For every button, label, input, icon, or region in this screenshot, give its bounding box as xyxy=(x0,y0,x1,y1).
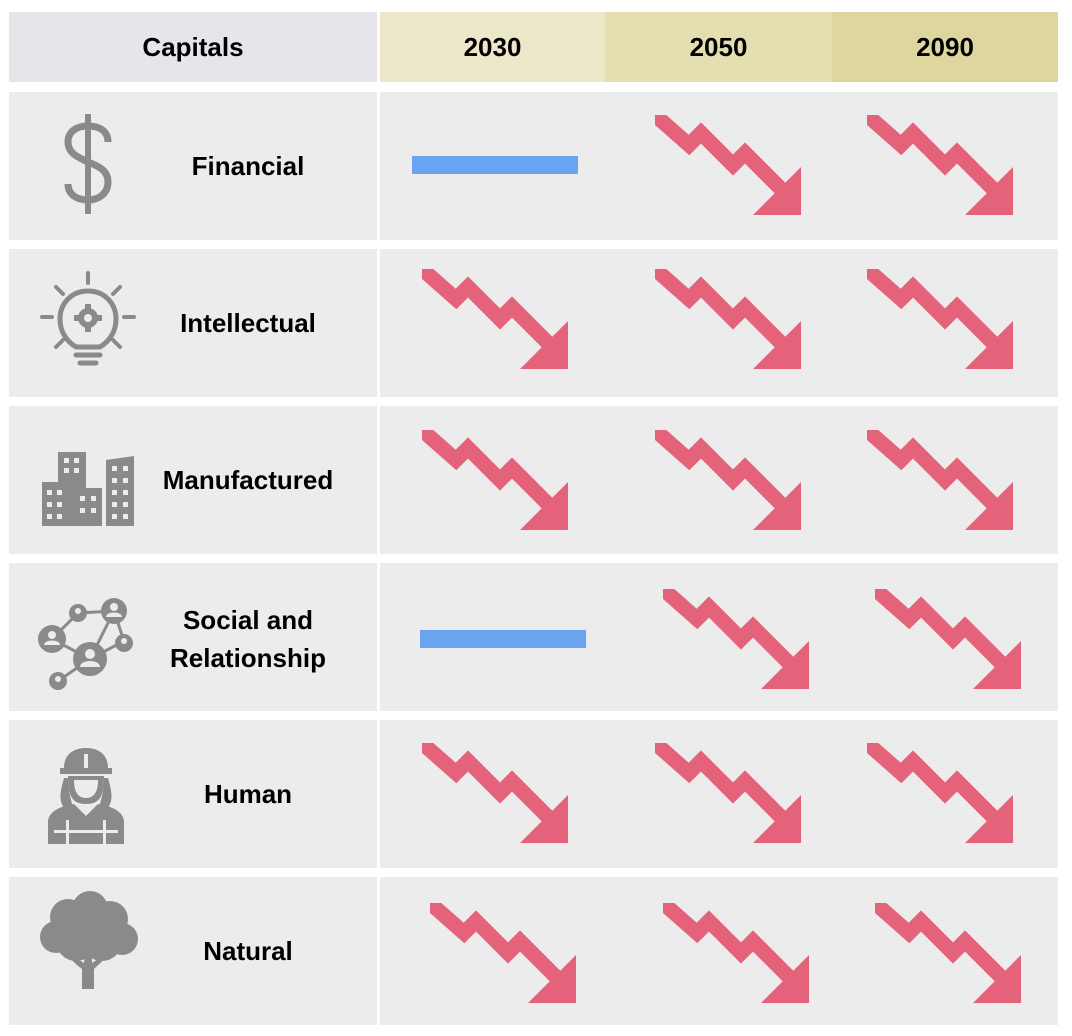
capital-cell xyxy=(9,249,377,397)
capital-label: Human xyxy=(203,779,293,809)
header-year-2030: 2030 xyxy=(380,12,605,82)
table-row-human: Human xyxy=(0,720,1072,868)
decline-arrow-2050 xyxy=(655,269,805,373)
network-people-icon xyxy=(38,598,133,690)
header-row: Capitals 2030 2050 2090 xyxy=(0,0,1072,84)
decline-arrow-2030 xyxy=(422,269,572,373)
decline-arrow-2050 xyxy=(663,589,813,693)
lightbulb-gear-icon xyxy=(40,271,136,366)
decline-arrow-2090 xyxy=(867,430,1017,534)
capital-cell xyxy=(9,92,377,240)
tree-icon xyxy=(40,891,138,989)
decline-arrow-2030 xyxy=(422,743,572,847)
capital-label: Financial xyxy=(191,151,305,181)
table-row-intellectual: Intellectual xyxy=(0,249,1072,397)
header-year-2050: 2050 xyxy=(605,12,832,82)
capital-cell xyxy=(9,563,377,711)
header-year-2090: 2090 xyxy=(832,12,1058,82)
header-year-label: 2050 xyxy=(689,31,748,62)
table-row-manufactured: Manufactured xyxy=(0,406,1072,554)
decline-arrow-2050 xyxy=(655,743,805,847)
dollar-icon xyxy=(64,114,112,214)
decline-arrow-2050 xyxy=(655,115,805,219)
capital-label: Social and Relationship xyxy=(169,605,326,673)
decline-arrow-2090 xyxy=(867,115,1017,219)
buildings-icon xyxy=(42,452,134,526)
decline-arrow-2090 xyxy=(875,903,1025,1007)
capital-label: Intellectual xyxy=(180,308,316,338)
table-row-financial: Financial xyxy=(0,92,1072,240)
header-year-label: 2030 xyxy=(463,31,522,62)
decline-arrow-2030 xyxy=(422,430,572,534)
stable-line-2030 xyxy=(412,156,578,174)
decline-arrow-2090 xyxy=(875,589,1025,693)
capital-label: Manufactured xyxy=(162,465,334,495)
decline-arrow-2050 xyxy=(655,430,805,534)
capital-label: Natural xyxy=(203,936,293,966)
header-capitals-label: Capitals xyxy=(142,31,244,62)
header-capitals: Capitals xyxy=(9,12,377,82)
decline-arrow-2090 xyxy=(867,269,1017,373)
decline-arrow-2090 xyxy=(867,743,1017,847)
decline-arrow-2030 xyxy=(430,903,580,1007)
stable-line-2030 xyxy=(420,630,586,648)
decline-arrow-2050 xyxy=(663,903,813,1007)
table-row-social-relationship: Social and Relationship xyxy=(0,563,1072,711)
worker-icon xyxy=(48,748,124,844)
header-year-label: 2090 xyxy=(916,31,974,62)
table-row-natural: Natural xyxy=(0,877,1072,1025)
